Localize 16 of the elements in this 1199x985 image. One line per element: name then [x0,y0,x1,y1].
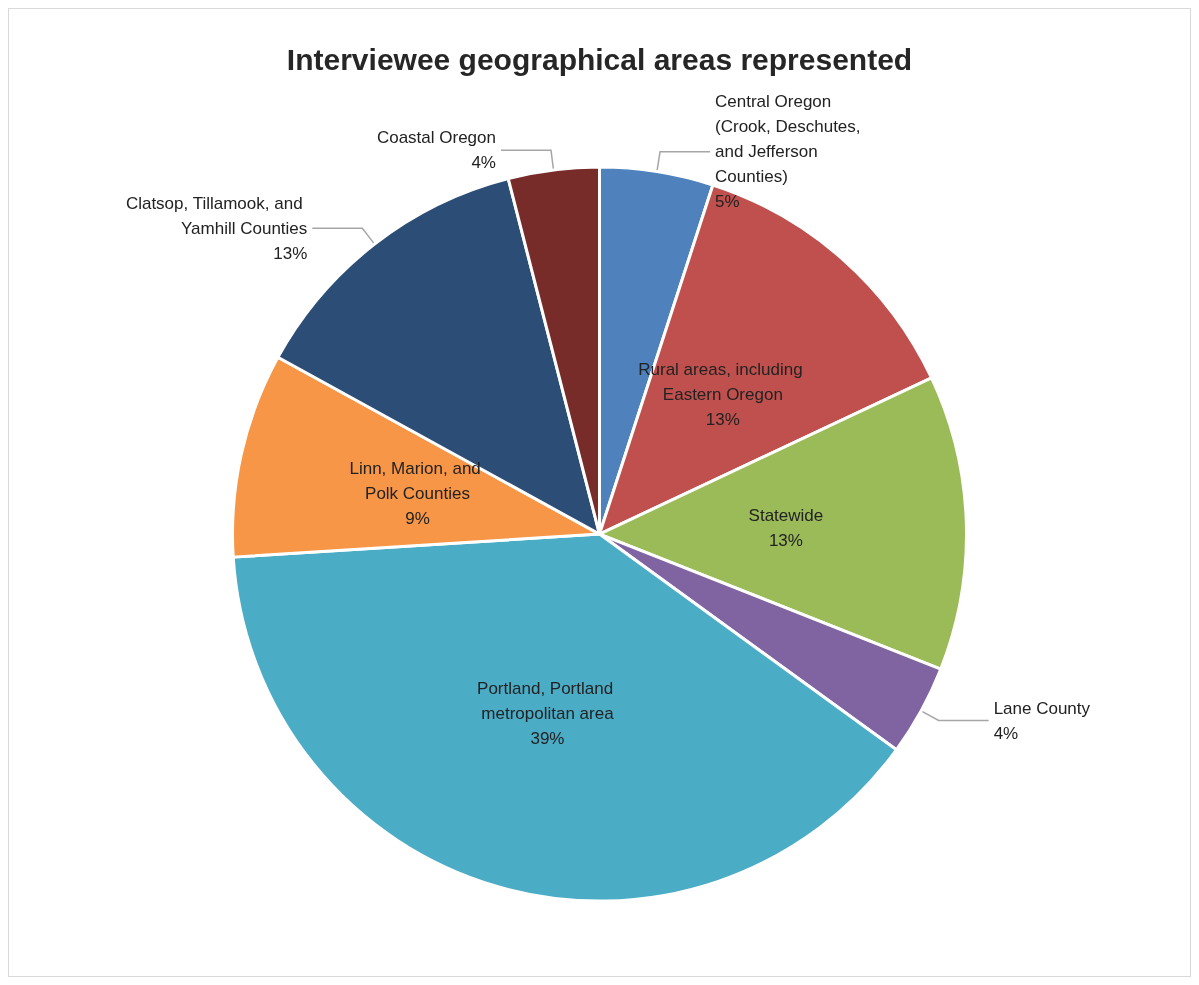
slice-label: Coastal Oregon [376,128,496,148]
data-label: 13% [768,531,803,551]
chart-title: Interviewee geographical areas represented [286,42,913,76]
data-label: 4% [471,153,496,173]
slice-label: Portland, Portland metropolitan area [477,678,618,723]
data-label: 9% [405,508,430,528]
data-label: 39% [530,728,565,748]
slice-label: Lane County [993,698,1091,718]
data-label: 13% [273,243,308,263]
slice-label: Clatsop, Tillamook, and Yamhill Counties [125,193,308,238]
slice-label: Statewide [748,506,824,526]
data-label: 4% [993,723,1019,743]
slice-label: Central Oregon (Crook, Deschutes, and Jefferson Counties) [715,92,866,187]
data-label: 5% [715,192,740,212]
slice-label: Linn, Marion, and Polk Counties [349,458,486,503]
data-label: 13% [705,409,740,429]
